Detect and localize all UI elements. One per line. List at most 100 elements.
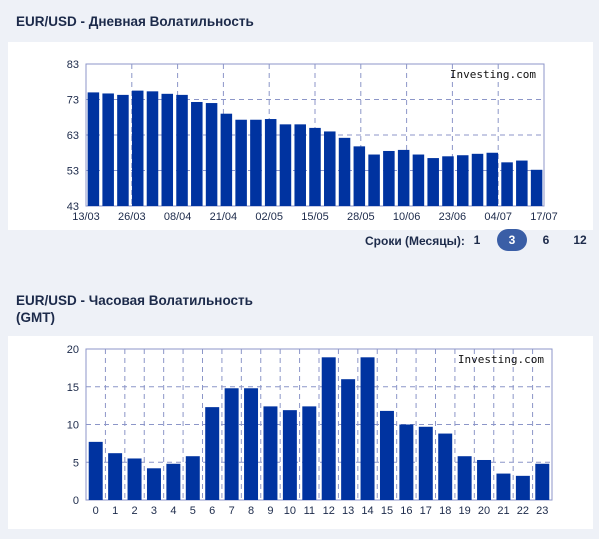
bar	[501, 162, 513, 206]
hourly-volatility-panel: 0 5 10 15 20 0 1 2 3 4 5 6 7 8 9 10 11 12 13 14 15 16 17 18 19 20…	[8, 336, 593, 529]
bar	[418, 426, 433, 500]
investing-watermark: Investing.com	[450, 68, 536, 81]
y-tick-label: 20	[67, 344, 79, 356]
x-tick-label: 2	[131, 505, 137, 517]
terms-label: Сроки (Месяцы):	[365, 234, 465, 248]
x-tick-label: 21/04	[210, 211, 238, 223]
x-tick-label: 15/05	[301, 211, 329, 223]
x-tick-label: 12	[323, 505, 335, 517]
x-tick-label: 21	[497, 505, 509, 517]
x-tick-label: 0	[93, 505, 99, 517]
x-tick-label: 8	[248, 505, 254, 517]
x-tick-label: 9	[267, 505, 273, 517]
bar	[457, 456, 472, 500]
bar	[166, 463, 181, 500]
x-tick-label: 17	[420, 505, 432, 517]
y-tick-label: 5	[73, 457, 79, 469]
bar	[324, 131, 336, 206]
y-tick-label: 73	[67, 95, 79, 107]
bar	[341, 379, 356, 500]
x-tick-label: 14	[361, 505, 373, 517]
bar	[279, 124, 292, 206]
bar	[205, 407, 220, 500]
bar	[191, 101, 203, 206]
bar	[250, 119, 262, 206]
bar	[263, 406, 278, 500]
bar	[515, 475, 530, 500]
bar	[87, 92, 100, 206]
investing-watermark: Investing.com	[458, 353, 544, 366]
x-tick-label: 5	[190, 505, 196, 517]
daily-volatility-panel: 43 53 63 73 83 13/03 26/03 08/04 21/04 02/05 15/05…	[8, 42, 593, 230]
x-tick-label: 17/07	[530, 211, 558, 223]
plot-frame	[85, 348, 553, 501]
x-tick-label: 20	[478, 505, 490, 517]
bar	[496, 473, 511, 500]
daily-volatility-title: EUR/USD - Дневная Волатильность	[16, 14, 254, 29]
bar	[338, 137, 351, 206]
x-tick-label: 08/04	[164, 211, 192, 223]
bar	[205, 103, 218, 206]
bar	[397, 149, 410, 206]
bar	[360, 357, 375, 500]
x-tick-label: 10/06	[393, 211, 421, 223]
bar	[477, 459, 492, 500]
term-option-1[interactable]: 1	[473, 233, 481, 247]
hourly-volatility-subtitle: (GMT)	[16, 310, 55, 325]
term-option-3[interactable]: 3	[497, 229, 527, 251]
bar	[530, 169, 543, 206]
bar	[146, 468, 161, 500]
bar	[399, 424, 414, 500]
bar	[282, 410, 297, 500]
x-tick-label: 23	[536, 505, 548, 517]
x-tick-label: 4	[170, 505, 176, 517]
bar	[161, 93, 174, 206]
bar	[383, 150, 395, 206]
bar	[442, 156, 454, 206]
bar	[235, 119, 247, 206]
bar	[131, 90, 144, 206]
bar	[535, 463, 550, 500]
bar	[438, 433, 453, 500]
bar	[127, 458, 142, 500]
bar	[321, 357, 336, 500]
x-tick-label: 22	[517, 505, 529, 517]
x-tick-label: 04/07	[484, 211, 512, 223]
bar	[146, 91, 159, 206]
x-tick-label: 18	[439, 505, 451, 517]
x-tick-label: 3	[151, 505, 157, 517]
bar	[117, 94, 129, 206]
daily-volatility-chart: 43 53 63 73 83 13/03 26/03 08/04 21/04 02/05 15/05…	[67, 59, 558, 223]
bar	[88, 441, 103, 500]
bar	[379, 410, 394, 500]
bar	[427, 158, 439, 206]
bar	[224, 388, 239, 500]
y-tick-label: 43	[67, 201, 79, 213]
x-tick-label: 11	[304, 505, 315, 517]
bar	[102, 93, 114, 206]
x-tick-label: 19	[459, 505, 471, 517]
bar	[176, 94, 188, 206]
bar	[486, 152, 499, 206]
bar	[309, 127, 321, 206]
term-option-6[interactable]: 6	[542, 233, 550, 247]
y-tick-label: 10	[67, 420, 79, 432]
x-tick-label: 23/06	[439, 211, 467, 223]
bar	[412, 154, 425, 206]
x-tick-label: 10	[284, 505, 296, 517]
y-tick-label: 83	[67, 59, 79, 71]
x-tick-label: 26/03	[118, 211, 146, 223]
y-tick-label: 63	[67, 130, 79, 142]
bar	[471, 153, 484, 206]
bar	[264, 119, 277, 206]
y-tick-label: 53	[67, 166, 79, 178]
bar	[353, 146, 366, 206]
x-tick-label: 13	[342, 505, 354, 517]
y-tick-label: 15	[67, 382, 79, 394]
bar	[108, 453, 123, 500]
x-tick-label: 28/05	[347, 211, 375, 223]
bar	[516, 160, 528, 206]
term-option-12[interactable]: 12	[573, 233, 587, 247]
x-tick-label: 7	[229, 505, 235, 517]
